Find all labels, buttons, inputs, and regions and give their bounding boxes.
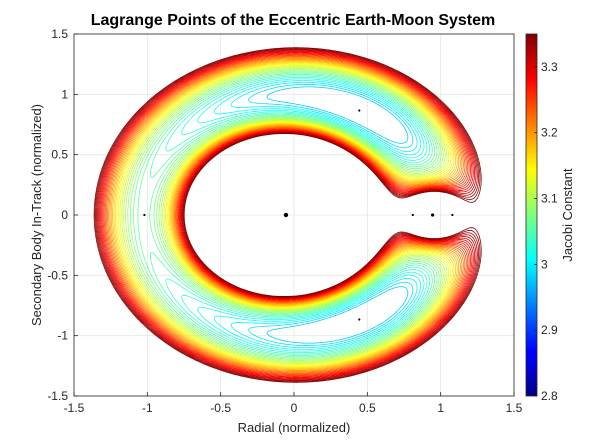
contour-line: [266, 86, 409, 344]
colorbar-tick-label: 3.1: [541, 192, 558, 206]
colorbar-tick-label: 2.9: [541, 323, 558, 337]
y-tick-label: 0: [61, 208, 68, 222]
point-l3: [143, 213, 146, 217]
x-axis-ticks: -1.5 -1 -0.5 0 0.5 1 1.5: [64, 392, 523, 415]
contour-line: [230, 81, 418, 349]
contour-line: [97, 50, 477, 380]
contour-line: [127, 69, 442, 361]
y-axis-ticks: -1.5 -1 -0.5 0 0.5 1 1.5: [47, 27, 78, 403]
point-secondary: [431, 213, 435, 217]
contour-line: [116, 63, 453, 367]
y-axis-label: Secondary Body In-Track (normalized): [29, 104, 44, 326]
colorbar-label: Jacobi Constant: [560, 168, 575, 262]
colorbar-gradient: [525, 33, 538, 397]
point-l4: [358, 109, 361, 112]
y-tick-label: 0.5: [51, 148, 68, 162]
x-tick-label: -1.5: [64, 401, 85, 415]
contour-line: [125, 68, 444, 362]
contour-line: [248, 84, 414, 346]
point-primary: [283, 212, 289, 218]
point-l1: [411, 213, 414, 217]
plot-area: -1.5 -1 -0.5 0 0.5 1 1.5 -1.5 -1 -0.5 0 0.5 1 1.5: [47, 27, 522, 415]
contour-line: [123, 67, 446, 363]
contour-line: [107, 56, 464, 374]
y-tick-label: -0.5: [47, 268, 68, 282]
colorbar-tick-label: 3.2: [541, 126, 558, 140]
contour-line: [103, 54, 469, 376]
y-tick-label: 1: [61, 87, 68, 101]
x-tick-label: -0.5: [210, 401, 231, 415]
x-tick-label: 0.5: [359, 401, 376, 415]
colorbar-tick-label: 3.3: [541, 60, 558, 74]
contour-line: [121, 66, 448, 364]
contour-line: [181, 76, 428, 354]
contour-line: [94, 47, 481, 383]
point-l2: [451, 213, 454, 217]
x-tick-label: 1: [437, 401, 444, 415]
contour-line: [129, 70, 440, 360]
contour-line: [213, 80, 422, 350]
x-axis-label: Radial (normalized): [238, 420, 351, 435]
contour-line: [113, 61, 457, 369]
contour-line: [119, 65, 450, 365]
x-tick-label: -1: [142, 401, 153, 415]
x-tick-label: 0: [291, 401, 298, 415]
lagrange-markers: [143, 109, 454, 321]
y-tick-label: -1.5: [47, 389, 68, 403]
contour-line: [108, 57, 463, 373]
point-l5: [358, 318, 361, 321]
chart-title: Lagrange Points of the Eccentric Earth-M…: [91, 12, 496, 29]
contour-line: [96, 49, 478, 381]
x-tick-label: 1.5: [506, 401, 523, 415]
y-tick-label: -1: [57, 329, 68, 343]
contour-line: [110, 59, 460, 371]
colorbar-tick-label: 3: [541, 257, 548, 271]
contour-line: [197, 78, 425, 352]
contour-line: [101, 53, 471, 377]
contour-line: [95, 48, 480, 382]
contour-line: [104, 55, 467, 375]
contour-line: [98, 50, 476, 380]
contour-line: [100, 52, 473, 378]
contour-layer: [93, 47, 482, 383]
colorbar-ticks: 2.8 2.9 3 3.1 3.2 3.3: [534, 60, 558, 403]
contour-line: [102, 53, 470, 377]
colorbar: 2.8 2.9 3 3.1 3.2 3.3 Jacobi Constant: [525, 33, 575, 403]
contour-line: [133, 71, 438, 359]
contour-line: [105, 56, 466, 374]
contour-line: [165, 75, 431, 355]
contour-line: [93, 47, 482, 383]
contour-line: [149, 74, 433, 356]
contour-line: [114, 62, 455, 368]
colorbar-tick-label: 2.8: [541, 389, 558, 403]
contour-line: [117, 64, 451, 366]
contour-line: [99, 51, 474, 379]
contour-line: [109, 58, 461, 372]
y-tick-label: 1.5: [51, 27, 68, 41]
contour-line: [137, 72, 436, 358]
contour-line: [112, 60, 458, 370]
